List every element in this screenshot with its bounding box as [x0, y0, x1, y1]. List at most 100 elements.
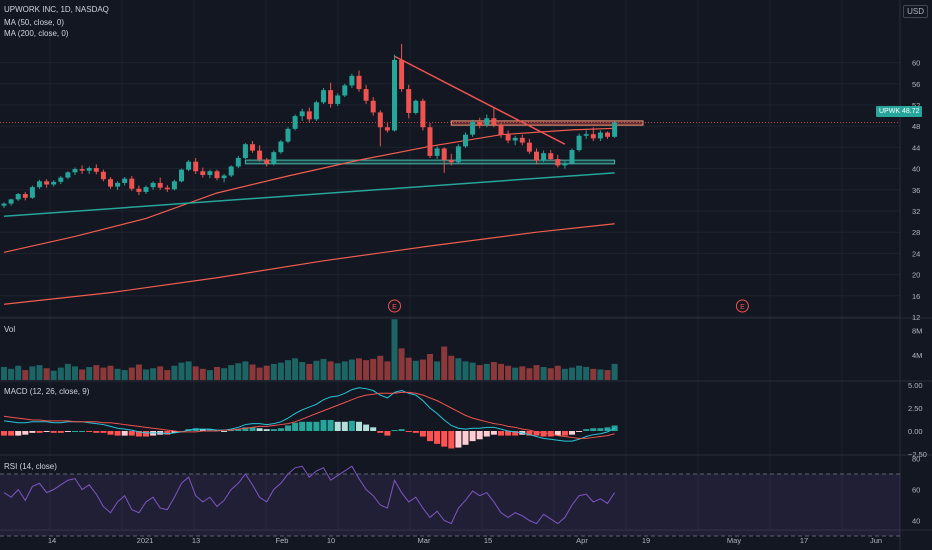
candle-body	[455, 146, 461, 163]
symbol-title[interactable]: UPWORK INC, 1D, NASDAQ	[4, 5, 109, 14]
macd-histogram-bar	[469, 431, 476, 442]
candle-body	[519, 137, 525, 143]
volume-bar	[327, 361, 334, 380]
candle-body	[541, 153, 547, 161]
macd-histogram-bar	[64, 431, 71, 432]
candle-body	[576, 135, 582, 151]
macd-histogram-bar	[1, 431, 7, 436]
volume-bar	[185, 361, 192, 380]
macd-histogram-bar	[285, 425, 291, 431]
macd-histogram-bar	[36, 431, 43, 433]
volume-bar	[412, 360, 419, 380]
macd-histogram-bar	[107, 431, 114, 435]
rsi-pane-label[interactable]: RSI (14, close)	[4, 462, 57, 471]
volume-bar	[540, 366, 547, 380]
volume-bar	[228, 365, 235, 380]
volume-bar	[100, 367, 107, 380]
macd-histogram-bar	[320, 419, 327, 431]
candle-body	[29, 187, 35, 198]
macd-histogram-bar	[462, 431, 469, 445]
candle-body	[257, 150, 263, 160]
macd-histogram-bar	[206, 429, 213, 431]
volume-bar	[79, 369, 86, 380]
macd-histogram-bar	[242, 427, 249, 431]
volume-bar	[249, 364, 256, 380]
macd-histogram-bar	[86, 431, 93, 432]
candle-body	[477, 121, 483, 126]
candle-body	[285, 128, 291, 142]
candle-body	[214, 171, 220, 179]
macd-tick-label: 0.00	[908, 427, 923, 436]
ma50-legend[interactable]: MA (50, close, 0)	[4, 18, 65, 27]
price-tick-label: 60	[912, 59, 920, 68]
time-tick-label: Jun	[870, 536, 882, 545]
volume-bar	[299, 362, 306, 380]
volume-bar	[135, 364, 142, 380]
macd-histogram-bar	[405, 431, 412, 432]
time-tick-label: 19	[642, 536, 650, 545]
volume-bar	[57, 367, 64, 380]
candle-body	[235, 158, 241, 167]
candles[interactable]	[1, 44, 618, 208]
time-tick-label: 15	[484, 536, 492, 545]
macd-histogram-bar	[455, 431, 462, 448]
candle-body	[79, 169, 85, 171]
macd-histogram-bar	[221, 431, 228, 432]
volume-bar	[498, 363, 504, 380]
volume-bar	[611, 363, 618, 380]
volume-bar	[86, 366, 93, 380]
candle-body	[143, 187, 149, 192]
macd-histogram-bar	[171, 431, 178, 433]
macd-histogram-bar	[93, 431, 100, 433]
ma200-legend[interactable]: MA (200, close, 0)	[4, 29, 69, 38]
volume-bar	[107, 365, 114, 380]
candle-body	[200, 171, 206, 175]
volume-bar	[469, 362, 476, 380]
candle-body	[434, 148, 440, 156]
price-tick-label: 28	[912, 228, 920, 237]
candle-body	[377, 112, 383, 128]
macd-histogram-bar	[384, 431, 391, 436]
candle-body	[534, 151, 539, 161]
candle-body	[605, 132, 610, 137]
volume-pane-label[interactable]: Vol	[4, 325, 16, 334]
candle-body	[157, 182, 163, 188]
price-tick-label: 20	[912, 271, 920, 280]
macd-pane-label[interactable]: MACD (12, 26, close, 9)	[4, 387, 90, 396]
macd-histogram-bar	[398, 429, 405, 431]
volume-bar	[292, 358, 299, 380]
candle-body	[392, 59, 397, 131]
macd-histogram-bar	[583, 429, 590, 431]
candle-body	[498, 124, 504, 135]
volume-bar	[462, 361, 469, 380]
volume-bar	[22, 370, 29, 380]
rising-support-line	[3, 172, 615, 218]
time-tick-label: 2021	[137, 536, 154, 545]
candle-body	[328, 90, 334, 104]
candle-body	[51, 181, 57, 185]
macd-histogram-bar	[434, 431, 441, 444]
candle-body	[264, 159, 270, 164]
candle-body	[505, 134, 511, 141]
time-tick-label: 17	[800, 536, 808, 545]
time-tick-label: May	[727, 536, 741, 545]
candle-body	[221, 175, 227, 179]
volume-bar	[483, 363, 490, 380]
volume-bar	[476, 365, 483, 380]
signal-line	[3, 391, 615, 439]
axes: 12 16 20 24 28 32 36 40 44 48 52 56 60 4M 8M 5.00 2.50 0.…	[48, 59, 927, 545]
candle-body	[491, 118, 497, 125]
price-tick-label: 36	[912, 186, 920, 195]
time-tick-label: Mar	[418, 536, 431, 545]
macd-histogram-bar	[391, 430, 398, 432]
volume-bar	[114, 368, 121, 380]
currency-label[interactable]: USD	[903, 5, 928, 18]
volume-bar	[391, 319, 398, 380]
macd-histogram-bar	[43, 431, 50, 432]
volume-bar	[370, 358, 377, 380]
volume-bar	[128, 367, 135, 380]
price-tick-label: 48	[912, 122, 920, 131]
rsi-pane	[0, 465, 900, 537]
macd-histogram-bar	[263, 429, 270, 431]
